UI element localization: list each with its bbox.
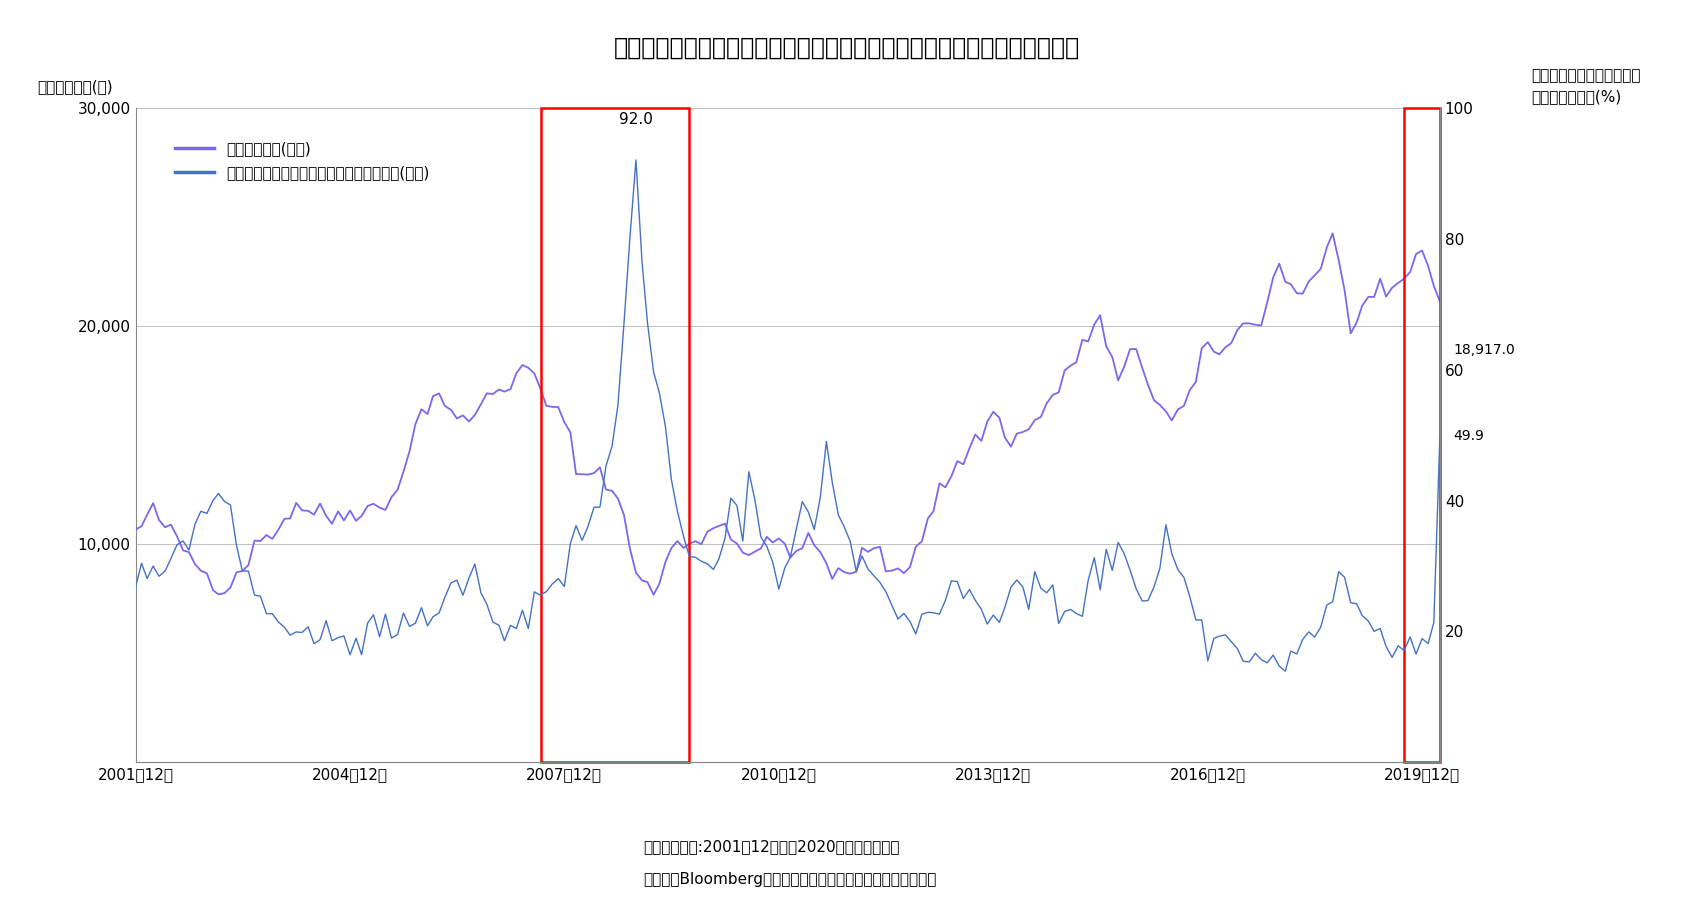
Text: 18,917.0: 18,917.0 [1453,343,1516,356]
Bar [540,108,689,762]
Bar [1404,108,1440,762]
Legend: 日経平均株価(左軸), 日経平均ボラティリティー・インデックス(右軸): 日経平均株価(左軸), 日経平均ボラティリティー・インデックス(右軸) [169,135,435,187]
Text: 日経平均ボラティリティー
・インデックス(%): 日経平均ボラティリティー ・インデックス(%) [1531,68,1641,104]
Text: （出所）Bloombergのデータをもとにニッセイ基礎研究所作成: （出所）Bloombergのデータをもとにニッセイ基礎研究所作成 [644,872,937,887]
Text: 49.9: 49.9 [1453,429,1484,443]
Text: 日経平均株価(円): 日経平均株価(円) [37,80,113,94]
Text: 図表１　日経平均株価と日経平均ボラティリティー・インデックスの推移: 図表１ 日経平均株価と日経平均ボラティリティー・インデックスの推移 [613,36,1081,60]
Text: 92.0: 92.0 [618,112,652,127]
Text: （注）　期間:2001年12月末～2020年３月末　月次: （注） 期間:2001年12月末～2020年３月末 月次 [644,839,900,854]
